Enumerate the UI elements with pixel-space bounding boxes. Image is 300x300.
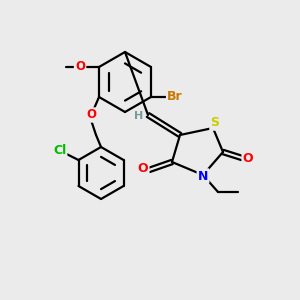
Text: Cl: Cl [53, 143, 66, 157]
Text: H: H [134, 111, 144, 121]
Text: S: S [211, 116, 220, 130]
Text: O: O [75, 59, 85, 73]
Text: O: O [86, 109, 96, 122]
Text: N: N [198, 169, 208, 182]
Text: Br: Br [167, 91, 183, 103]
Text: O: O [243, 152, 253, 164]
Text: O: O [138, 163, 148, 176]
